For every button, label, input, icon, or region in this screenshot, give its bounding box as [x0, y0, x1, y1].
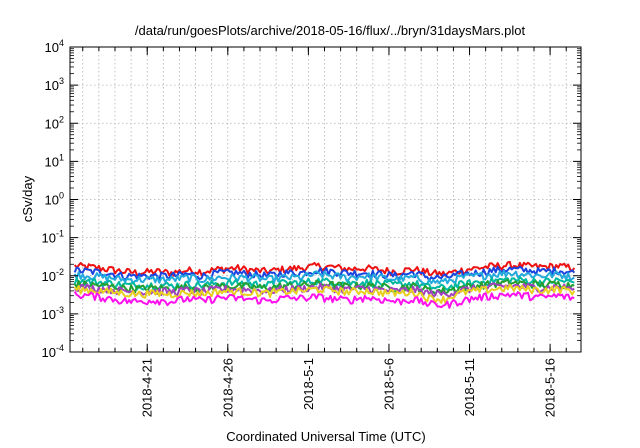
x-tick-label: 2018-5-6 [381, 358, 396, 410]
x-tick-label: 2018-5-1 [301, 358, 316, 410]
series-line [73, 283, 576, 305]
chart-title: /data/run/goesPlots/archive/2018-05-16/f… [135, 23, 526, 38]
y-axis-ticks: 10-4 10-3 10-2 10-1 100 101 102 103 104 [42, 38, 581, 360]
y-tick-label: 10-1 [42, 229, 64, 246]
y-tick-label: 101 [45, 152, 64, 169]
x-axis-label: Coordinated Universal Time (UTC) [226, 429, 425, 444]
series-group [73, 260, 576, 309]
y-tick-label: 104 [45, 38, 64, 55]
series-line [73, 291, 575, 309]
y-tick-label: 102 [45, 114, 64, 131]
y-axis-label: cSv/day [20, 175, 35, 222]
x-tick-label: 2018-5-11 [462, 358, 477, 416]
x-tick-label: 2018-4-26 [220, 358, 235, 417]
grid-lines [70, 47, 581, 352]
y-tick-label: 103 [45, 76, 64, 93]
y-tick-label: 10-3 [42, 305, 64, 322]
y-tick-label: 10-4 [42, 343, 64, 360]
x-tick-label: 2018-5-16 [543, 358, 558, 417]
series-line [73, 260, 576, 277]
y-tick-label: 100 [45, 191, 64, 208]
y-tick-label: 10-2 [42, 267, 64, 284]
x-axis-ticks: 2018-4-21 2018-4-26 2018-5-1 2018-5-6 2018-5… [82, 47, 567, 417]
x-tick-label: 2018-4-21 [140, 358, 155, 417]
